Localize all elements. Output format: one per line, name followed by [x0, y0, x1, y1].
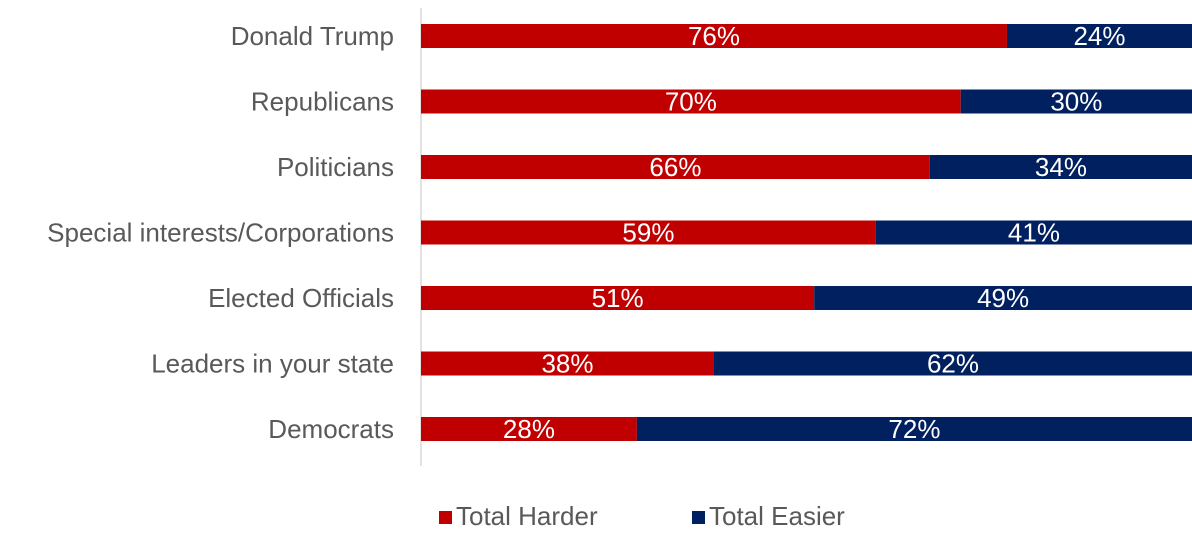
- bar-total-easier-democrats: [636, 417, 1192, 441]
- data-label-total-harder-politicians: 66%: [649, 152, 701, 182]
- category-label-donald-trump: Donald Trump: [231, 21, 394, 51]
- bar-total-harder-politicians: [421, 155, 930, 179]
- bar-total-harder-leaders-in-your-state: [421, 351, 714, 376]
- bar-total-easier-elected-officials: [814, 286, 1192, 310]
- legend-label-total-easier: Total Easier: [709, 501, 845, 531]
- bar-total-harder-democrats: [421, 417, 637, 441]
- data-label-total-easier-leaders-in-your-state: 62%: [927, 349, 979, 379]
- data-label-total-harder-special-interests-corporations: 59%: [622, 218, 674, 248]
- legend-swatch-total-harder: [439, 511, 452, 524]
- data-label-total-harder-republicans: 70%: [665, 87, 717, 117]
- category-label-elected-officials: Elected Officials: [208, 283, 394, 313]
- bar-total-harder-donald-trump: [421, 24, 1007, 48]
- bars-group: 76% 24% 70% 30% 66% 34% 59% 41% 51% 49% 38% 62% 28% 7…: [421, 21, 1192, 444]
- bar-total-easier-republicans: [960, 89, 1192, 114]
- category-labels: Donald Trump Republicans Politicians Speci…: [47, 21, 394, 444]
- bar-total-easier-politicians: [929, 155, 1192, 179]
- legend-swatch-total-easier: [692, 511, 705, 524]
- data-label-total-harder-donald-trump: 76%: [688, 21, 740, 51]
- category-label-republicans: Republicans: [251, 87, 394, 117]
- bar-total-harder-republicans: [421, 89, 961, 114]
- category-label-leaders-in-your-state: Leaders in your state: [151, 349, 394, 379]
- data-label-total-easier-elected-officials: 49%: [977, 283, 1029, 313]
- bar-total-easier-leaders-in-your-state: [713, 351, 1192, 376]
- data-label-total-easier-republicans: 30%: [1050, 87, 1102, 117]
- bar-total-easier-special-interests-corporations: [875, 220, 1192, 245]
- category-label-politicians: Politicians: [277, 152, 394, 182]
- data-label-total-easier-politicians: 34%: [1035, 152, 1087, 182]
- data-label-total-harder-democrats: 28%: [503, 414, 555, 444]
- data-label-total-easier-special-interests-corporations: 41%: [1008, 218, 1060, 248]
- data-label-total-harder-leaders-in-your-state: 38%: [541, 349, 593, 379]
- data-label-total-easier-donald-trump: 24%: [1073, 21, 1125, 51]
- bar-total-harder-elected-officials: [421, 286, 815, 310]
- data-label-total-easier-democrats: 72%: [888, 414, 940, 444]
- legend-label-total-harder: Total Harder: [456, 501, 598, 531]
- legend: Total Harder Total Easier: [439, 501, 845, 531]
- data-label-total-harder-elected-officials: 51%: [592, 283, 644, 313]
- category-label-democrats: Democrats: [268, 414, 394, 444]
- bar-total-harder-special-interests-corporations: [421, 220, 876, 245]
- bar-total-easier-donald-trump: [1006, 24, 1192, 48]
- category-label-special-interests-corporations: Special interests/Corporations: [47, 218, 394, 248]
